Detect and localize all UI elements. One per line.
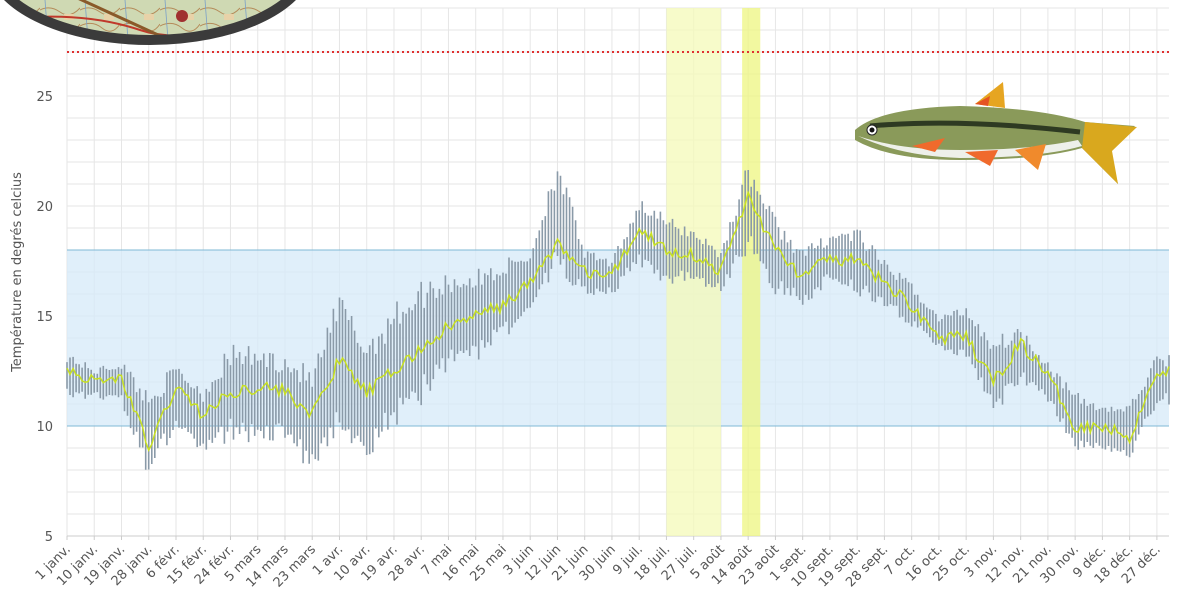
daily-mean-series bbox=[66, 190, 1170, 453]
daily-mean-line bbox=[66, 190, 1170, 453]
y-tick-label: 20 bbox=[36, 200, 53, 215]
y-tick-label: 25 bbox=[36, 90, 53, 105]
x-axis-ticks: 1 janv.10 janv.19 janv.28 janv.6 févr.15… bbox=[33, 536, 1164, 591]
y-axis-ticks: 5 10 15 20 25 bbox=[36, 90, 53, 545]
highlight-periods bbox=[666, 8, 761, 536]
y-tick-label: 5 bbox=[45, 530, 53, 545]
y-axis-title: Température en degrés celcius bbox=[10, 172, 25, 373]
y-tick-label: 15 bbox=[36, 310, 53, 325]
highlight-period bbox=[742, 8, 761, 536]
y-tick-label: 10 bbox=[36, 420, 53, 435]
topographic-map-magnifier bbox=[0, 0, 310, 45]
minnow-fish-illustration bbox=[855, 82, 1137, 184]
